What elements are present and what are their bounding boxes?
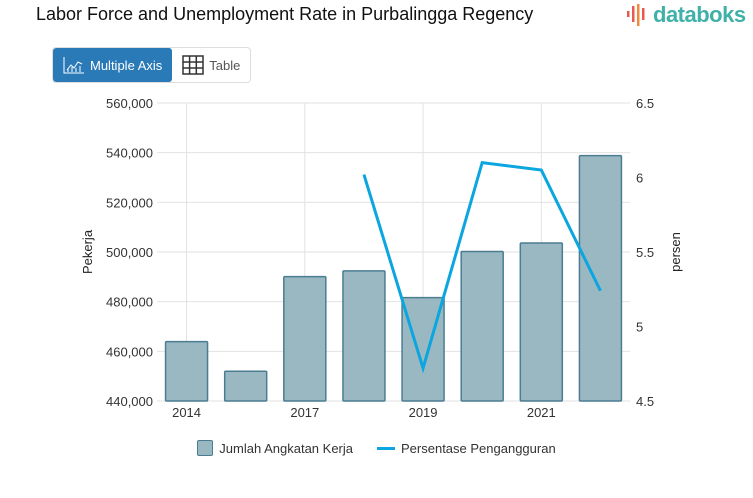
y2-tick-label: 5.5 (636, 245, 654, 260)
y2-tick-label: 6.5 (636, 96, 654, 111)
y2-tick-label: 5 (636, 320, 643, 335)
x-tick-label: 2014 (172, 405, 201, 420)
legend-label: Persentase Pengangguran (401, 440, 556, 456)
tab-multiple-axis[interactable]: Multiple Axis (53, 48, 173, 82)
y-tick-label: 500,000 (106, 245, 153, 260)
logo-text: databoks (653, 2, 746, 27)
legend-label: Jumlah Angkatan Kerja (219, 440, 353, 456)
x-tick-label: 2017 (290, 405, 319, 420)
bar-2014 (164, 340, 209, 402)
x-tick-label: 2021 (527, 405, 556, 420)
bar-2017 (283, 275, 327, 402)
legend-bar-swatch (197, 440, 214, 456)
view-tabs: Multiple Axis Table (52, 47, 252, 83)
bar-2020 (460, 250, 504, 402)
bar-2022 (578, 154, 623, 402)
bar-2021 (519, 242, 564, 402)
legend: Jumlah Angkatan Kerja Persentase Pengang… (0, 440, 753, 456)
y-tick-label: 480,000 (106, 295, 153, 310)
legend-line-swatch (377, 446, 395, 450)
y-axis-label: Pekerja (80, 229, 95, 274)
chart-title: Labor Force and Unemployment Rate in Pur… (36, 4, 534, 24)
legend-item-unemployment[interactable]: Persentase Pengangguran (377, 440, 556, 456)
y2-tick-label: 4.5 (636, 394, 654, 409)
tab-table[interactable]: Table (172, 48, 250, 82)
bar-2018 (342, 270, 386, 402)
logo-icon (627, 4, 645, 26)
y2-axis-label: persen (668, 232, 683, 272)
table-icon (182, 55, 204, 75)
databoks-logo: databoks (626, 2, 746, 28)
y2-tick-label: 6 (636, 171, 643, 186)
y-tick-label: 460,000 (106, 344, 153, 359)
bar-2015 (223, 370, 268, 402)
tab-label: Table (209, 57, 241, 73)
y-tick-label: 520,000 (106, 195, 153, 210)
tab-label: Multiple Axis (90, 57, 163, 73)
legend-item-labor-force[interactable]: Jumlah Angkatan Kerja (197, 440, 353, 456)
y-tick-label: 440,000 (106, 394, 153, 409)
y-tick-label: 560,000 (106, 96, 153, 111)
unemployment-line (362, 160, 602, 374)
chart-icon (63, 57, 84, 74)
y-tick-label: 540,000 (106, 146, 153, 161)
x-tick-label: 2019 (409, 405, 438, 420)
bar-2019 (401, 296, 445, 402)
